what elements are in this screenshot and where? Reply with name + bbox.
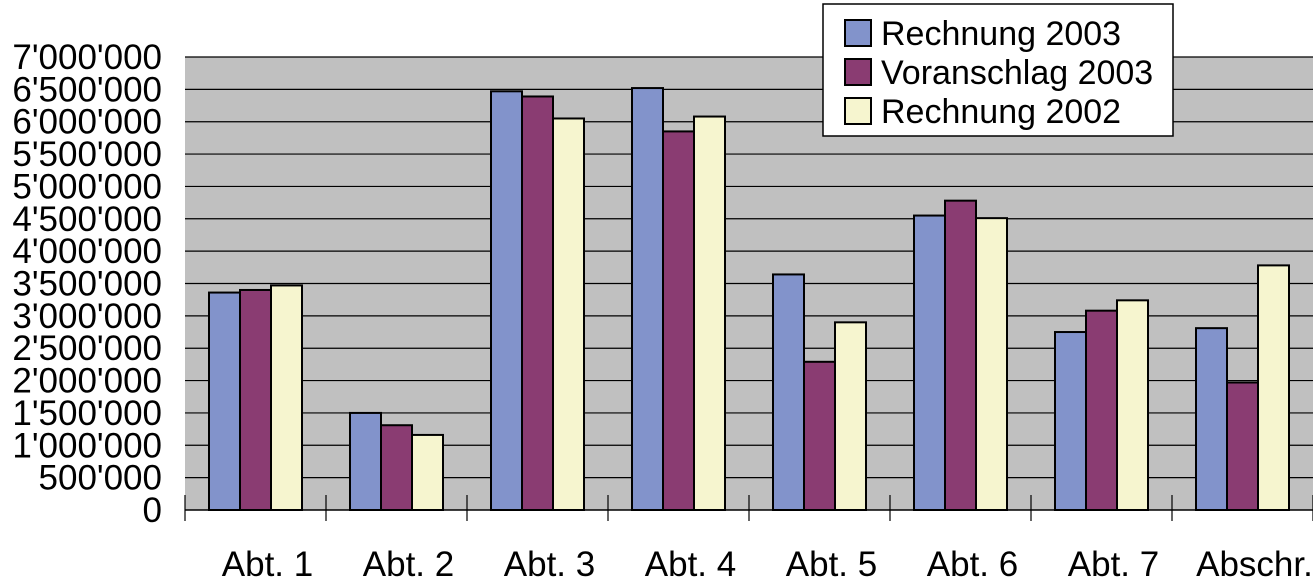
x-category-label: Abt. 2: [363, 545, 454, 581]
x-category-label: Abt. 4: [645, 545, 736, 581]
y-tick-label: 3'000'000: [12, 297, 162, 336]
x-category-label: Abt. 6: [927, 545, 1018, 581]
bar: [380, 424, 413, 511]
x-category-label: Abschr.: [1196, 545, 1313, 581]
bar: [1116, 299, 1149, 511]
x-category-label: Abt. 1: [222, 545, 313, 581]
bar: [1257, 264, 1290, 511]
bar: [490, 90, 523, 511]
y-tick-label: 2'500'000: [12, 329, 162, 368]
bar: [975, 217, 1008, 511]
bar: [552, 117, 585, 511]
x-category-label: Abt. 3: [504, 545, 595, 581]
x-axis-category-labels: Abt. 1 Abt. 2 Abt. 3 Abt. 4 Abt. 5 Abt. 6 Abt.…: [222, 545, 1313, 581]
y-tick-label: 1'500'000: [12, 394, 162, 433]
bars: [208, 87, 1290, 512]
bar: [834, 321, 867, 512]
y-tick-label: 500'000: [39, 459, 162, 498]
bar: [1085, 309, 1118, 511]
bar: [662, 130, 695, 512]
legend-label: Rechnung 2002: [881, 93, 1121, 131]
legend-swatch: [844, 97, 872, 125]
y-tick-label: 0: [143, 491, 162, 530]
y-tick-label: 5'500'000: [12, 135, 162, 174]
bar: [270, 284, 303, 512]
legend-box: [822, 3, 1174, 137]
bar: [521, 95, 554, 512]
x-category-label: Abt. 7: [1068, 545, 1159, 581]
y-tick-label: 4'000'000: [12, 232, 162, 271]
bar: [1226, 381, 1259, 511]
bar: [1054, 331, 1087, 511]
bar: [693, 115, 726, 511]
y-axis-tick-labels: 0500'0001'000'0001'500'0002'000'0002'500…: [12, 38, 162, 530]
y-tick-label: 6'000'000: [12, 103, 162, 142]
legend-swatch: [844, 19, 872, 47]
y-tick-label: 3'500'000: [12, 265, 162, 304]
y-tick-label: 1'000'000: [12, 426, 162, 465]
bar: [1195, 327, 1228, 511]
bar: [349, 411, 382, 511]
bar: [772, 273, 805, 511]
y-tick-label: 2'000'000: [12, 362, 162, 401]
bar: [239, 288, 272, 511]
bar: [631, 87, 664, 511]
y-tick-label: 6'500'000: [12, 70, 162, 109]
bar: [913, 214, 946, 512]
bar: [803, 360, 836, 511]
bar: [208, 291, 241, 511]
legend-label: Voranschlag 2003: [881, 54, 1153, 92]
x-axis-ticks: [184, 495, 1313, 521]
y-tick-label: 5'000'000: [12, 167, 162, 206]
legend-label: Rechnung 2003: [881, 15, 1121, 53]
bar: [944, 199, 977, 511]
y-tick-label: 7'000'000: [12, 38, 162, 77]
x-category-label: Abt. 5: [786, 545, 877, 581]
bar: [411, 433, 444, 511]
legend-swatch: [844, 58, 872, 86]
y-tick-label: 4'500'000: [12, 200, 162, 239]
